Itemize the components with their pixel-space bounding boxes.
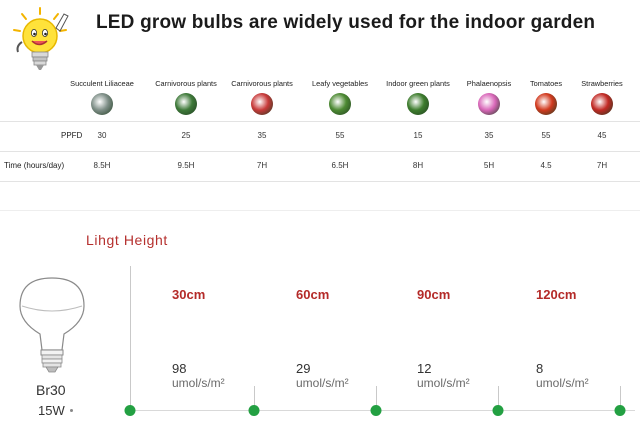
plant-name: Carnivorous plants bbox=[231, 79, 293, 88]
ppfd-label: PPFD bbox=[61, 131, 83, 140]
time-cell: 9.5H bbox=[177, 161, 195, 170]
table-divider bbox=[0, 151, 640, 152]
ppfd-cell: 30 bbox=[97, 131, 107, 140]
ppfd-value: 98 bbox=[172, 361, 187, 376]
distance-label: 120cm bbox=[536, 287, 577, 302]
light-height-heading: Lihgt Height bbox=[86, 232, 168, 248]
distance-marker bbox=[492, 405, 504, 416]
distance-tick bbox=[620, 386, 621, 412]
distance-label: 30cm bbox=[172, 287, 206, 302]
ppfd-unit: umol/s/m² bbox=[417, 376, 470, 390]
distance-tick bbox=[498, 386, 499, 412]
time-cell: 6.5H bbox=[331, 161, 349, 170]
ppfd-unit: umol/s/m² bbox=[296, 376, 349, 390]
time-label: Time (hours/day) bbox=[4, 161, 65, 170]
plant-name: Tomatoes bbox=[529, 79, 563, 88]
time-cell: 7H bbox=[596, 161, 608, 170]
green-plant-thumbnail bbox=[407, 93, 429, 115]
section-divider bbox=[0, 210, 640, 211]
distance-axis bbox=[130, 410, 635, 411]
origin-line bbox=[130, 266, 131, 412]
distance-tick bbox=[254, 386, 255, 412]
ppfd-cell: 15 bbox=[413, 131, 423, 140]
ppfd-cell: 35 bbox=[257, 131, 267, 140]
distance-label: 90cm bbox=[417, 287, 451, 302]
time-cell: 8.5H bbox=[93, 161, 111, 170]
origin-marker bbox=[124, 405, 136, 416]
ppfd-cell: 35 bbox=[484, 131, 494, 140]
orchid-thumbnail bbox=[478, 93, 500, 115]
ppfd-cell: 25 bbox=[181, 131, 191, 140]
ppfd-cell: 45 bbox=[597, 131, 607, 140]
distance-marker bbox=[370, 405, 382, 416]
time-cell: 5H bbox=[483, 161, 495, 170]
wattage-dot bbox=[70, 409, 73, 412]
plant-name: Leafy vegetables bbox=[312, 79, 368, 88]
br30-bulb-icon bbox=[12, 272, 92, 382]
strawberry-thumbnail bbox=[591, 93, 613, 115]
page-title: LED grow bulbs are widely used for the i… bbox=[96, 12, 596, 33]
table-divider bbox=[0, 181, 640, 182]
plant-name: Phalaenopsis bbox=[466, 79, 512, 88]
wattage-label: 15W bbox=[38, 403, 65, 418]
carnivorous-red-thumbnail bbox=[251, 93, 273, 115]
lightbulb-mascot-icon bbox=[8, 6, 76, 76]
table-divider bbox=[0, 121, 640, 122]
ppfd-cell: 55 bbox=[541, 131, 551, 140]
succulent-thumbnail bbox=[91, 93, 113, 115]
tomato-thumbnail bbox=[535, 93, 557, 115]
time-cell: 8H bbox=[412, 161, 424, 170]
carnivorous-green-thumbnail bbox=[175, 93, 197, 115]
plant-name: Indoor green plants bbox=[386, 79, 450, 88]
ppfd-unit: umol/s/m² bbox=[536, 376, 589, 390]
ppfd-value: 12 bbox=[417, 361, 432, 376]
time-cell: 4.5 bbox=[540, 161, 552, 170]
distance-tick bbox=[376, 386, 377, 412]
plant-name: Carnivorous plants bbox=[155, 79, 217, 88]
time-cell: 7H bbox=[256, 161, 268, 170]
bulb-model-label: Br30 bbox=[36, 382, 66, 398]
ppfd-value: 29 bbox=[296, 361, 311, 376]
distance-marker bbox=[614, 405, 626, 416]
ppfd-value: 8 bbox=[536, 361, 544, 376]
plant-name: Strawberries bbox=[581, 79, 623, 88]
ppfd-unit: umol/s/m² bbox=[172, 376, 225, 390]
plant-name: Succulent Liliaceae bbox=[70, 79, 134, 88]
leafy-thumbnail bbox=[329, 93, 351, 115]
distance-label: 60cm bbox=[296, 287, 330, 302]
distance-marker bbox=[248, 405, 260, 416]
ppfd-cell: 55 bbox=[335, 131, 345, 140]
